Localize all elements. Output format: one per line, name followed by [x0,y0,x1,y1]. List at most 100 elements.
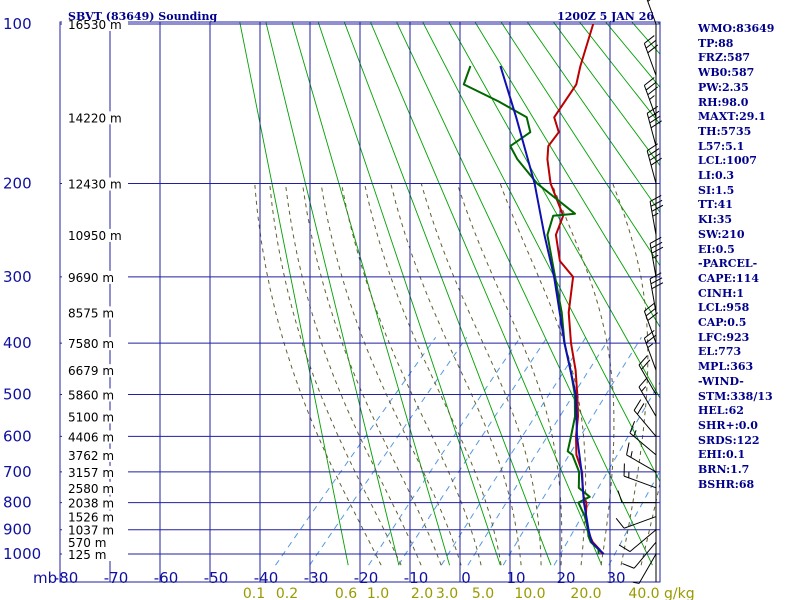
mixing-ratio-line [440,337,587,566]
dry-adiabat-line [578,22,660,125]
wind-barb-half-flag [641,386,647,392]
wind-barb-flag [648,148,660,156]
wind-barb-flag [650,120,662,129]
dry-adiabat-line [526,22,660,214]
wind-barb-shaft [646,113,657,147]
wind-barb-flag [650,241,663,249]
sounding-index-item: BSHR:68 [698,477,755,491]
dry-adiabat-line [788,0,800,565]
wind-barb-flag [649,236,662,244]
wind-barb-flag [629,421,636,434]
wind-barb [646,143,662,184]
height-label-bg [62,548,128,561]
wind-barb-flag [651,246,664,254]
dry-adiabat-line [448,22,660,399]
wind-barb-shaft [638,364,657,395]
height-label-bg [62,364,128,378]
height-label: 5860 m [68,388,114,402]
wind-barb-shaft [623,516,657,529]
height-label: 3157 m [68,466,114,480]
wind-barb-flag [649,194,662,202]
wind-barb-flag [644,77,655,86]
wind-barb-shaft [649,201,657,235]
pressure-label: 500 [3,385,32,403]
height-label: 16530 m [68,18,122,32]
wind-barb-flag [618,544,631,553]
parcel-line [499,65,605,555]
sounding-index-item: -PARCEL- [698,257,758,271]
sounding-index-item: MAXT:29.1 [698,110,766,124]
stability-indices-panel: WMO:83649 TP:88 FRZ:587 WB0:587 PW:2.35 RH:98… [698,22,774,493]
wind-barb-shaft [643,310,657,344]
wind-barb [622,541,657,569]
wind-barb [646,0,657,25]
moist-adiabat-line [499,183,587,566]
wind-barb [633,399,657,437]
dry-adiabat-line [265,22,400,566]
dry-adiabat-line [343,22,552,566]
dry-adiabat-line [500,22,660,267]
height-label-bg [62,18,128,31]
height-label: 1526 m [68,511,114,525]
wind-barb [629,421,657,456]
height-label: 1037 m [68,524,114,538]
wind-barb-shaft [623,475,657,489]
wind-barb-flag [649,152,661,161]
wind-barb-shaft [649,243,657,277]
mixing-ratio-label: 1.0 [367,586,389,600]
sounding-index-item: CAP:0.5 [698,316,747,330]
height-label: 2580 m [68,482,114,496]
height-label: 6679 m [68,364,114,378]
wind-barb-flag [650,157,662,166]
temperature-tick-label: -30 [304,569,329,587]
wind-barb [615,516,657,529]
wind-barb-flag [645,307,657,317]
wind-barb-flag [647,44,659,54]
wind-barb [643,302,659,344]
mixing-ratio-line [553,381,660,566]
temperature-tick-label: 10 [506,569,525,587]
wind-barb-flag [615,518,625,529]
wind-barb-half-flag [633,430,637,437]
wind-barb [643,77,659,118]
temperature-tick-label: 20 [556,569,575,587]
wind-barb-flag [649,115,661,124]
sounding-index-item: FRZ:587 [698,51,751,65]
temperature-tick-label: 0 [461,569,471,587]
wind-barb-flag [651,204,664,212]
wind-barb-flag [647,86,659,96]
height-label-bg [62,388,128,402]
mixing-ratio-label: 10.0 [514,586,545,600]
mixing-ratio-label: 0.1 [243,586,265,600]
temperature-tick-label: 30 [606,569,625,587]
height-label-bg [62,410,128,424]
dry-adiabat-line [291,22,451,566]
wind-barb-flag [651,282,664,290]
mixing-ratio-label: 2.0 [411,586,433,600]
mixing-ratio-label: 40.0 [628,586,659,600]
wind-barb-half-flag [647,0,651,2]
wind-barb-half-flag [647,343,654,349]
chart-title: SBVT (83649) Sounding [68,10,217,23]
moist-adiabat-line [269,183,402,566]
sounding-index-item: L57:5.1 [698,139,745,153]
temperature-tick-label: -20 [354,569,379,587]
wind-barb-shaft [643,338,657,371]
wind-barb-shaft [649,278,657,313]
dry-adiabat-line [370,22,603,566]
moist-adiabat-line [254,183,382,566]
sounding-index-item: RH:98.0 [698,95,749,109]
wind-barb [618,529,657,553]
wind-barb-shaft [629,529,657,552]
moist-adiabat-line [341,183,482,566]
sounding-index-item: TT:41 [698,198,733,212]
height-label-bg [62,177,128,191]
pressure-label: 800 [3,494,32,512]
temperature-tick-label: -40 [254,569,279,587]
wind-barb-shaft [646,150,657,184]
height-label-bg [62,448,128,462]
wind-barb [643,35,659,76]
height-label: 125 m [68,548,106,562]
wind-barb-flag [645,39,657,49]
